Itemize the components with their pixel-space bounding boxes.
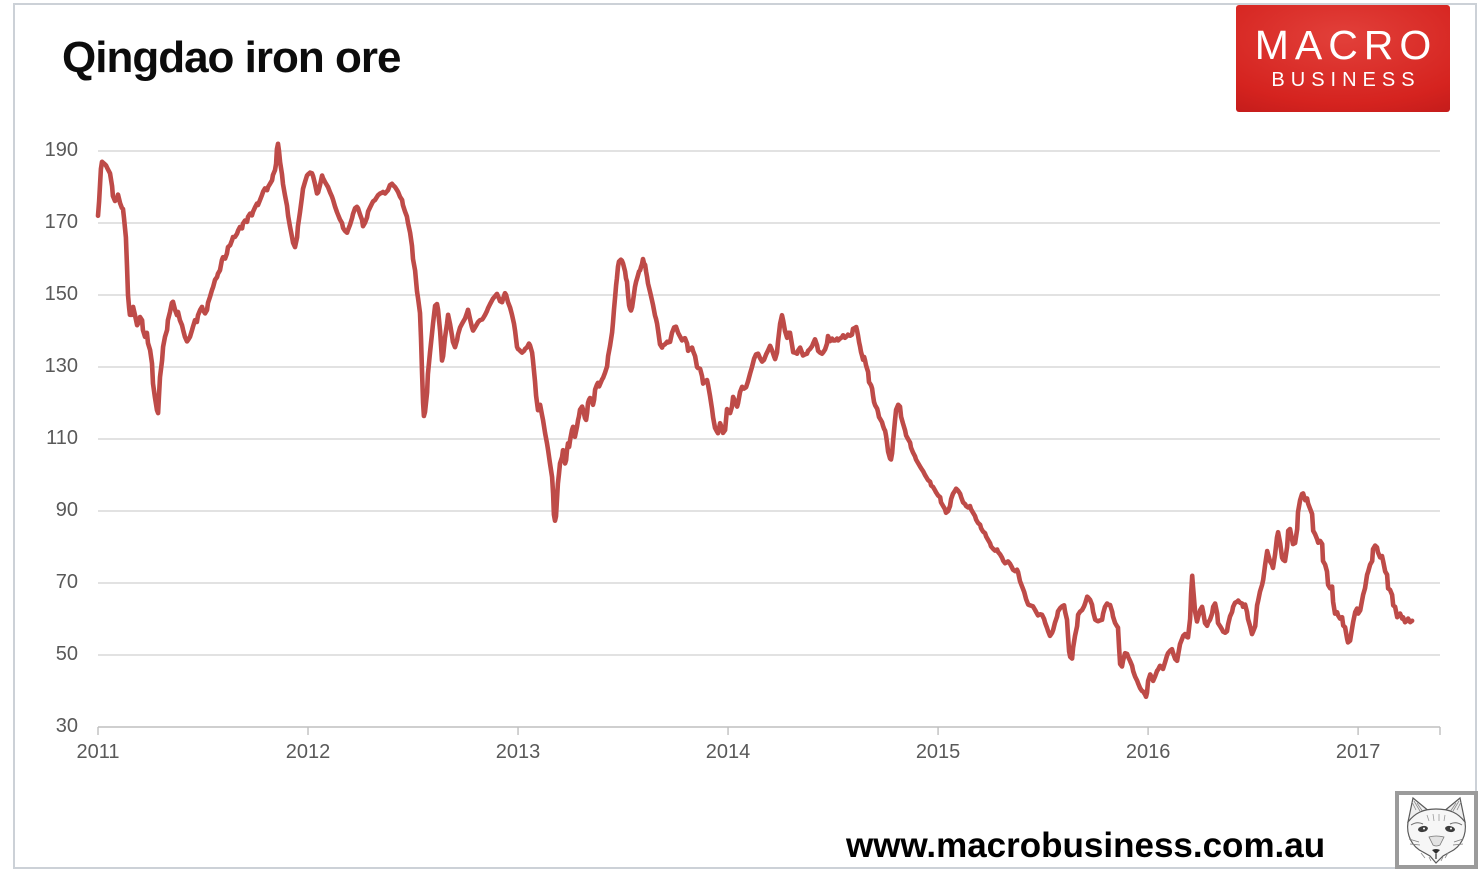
- chart-title: Qingdao iron ore: [62, 33, 401, 82]
- macrobusiness-logo-line1: MACRO: [1254, 22, 1438, 68]
- y-axis-label: 30: [55, 715, 78, 737]
- x-axis-label: 2012: [285, 741, 331, 763]
- y-axis-label: 170: [44, 211, 78, 233]
- y-axis-label: 50: [55, 643, 78, 665]
- macrobusiness-logo-line2: BUSINESS: [1271, 69, 1421, 91]
- fox-icon: [1407, 796, 1466, 864]
- price-line: [95, 141, 1415, 700]
- x-axis-label: 2013: [495, 741, 541, 763]
- macrobusiness-logo: MACRO BUSINESS: [1236, 5, 1450, 112]
- x-axis-label: 2015: [915, 741, 961, 763]
- x-axis-label: 2016: [1125, 741, 1171, 763]
- x-axis-label: 2017: [1335, 741, 1381, 763]
- y-axis-label: 130: [44, 355, 78, 377]
- y-axis-label: 110: [46, 427, 78, 449]
- footer-url: www.macrobusiness.com.au: [846, 826, 1326, 865]
- x-axis-label: 2011: [76, 741, 120, 763]
- y-axis-label: 150: [44, 283, 78, 305]
- fox-logo-box: [1395, 791, 1478, 869]
- y-axis-label: 70: [55, 571, 78, 593]
- y-axis-label: 90: [55, 499, 78, 521]
- y-axis-label: 190: [44, 139, 78, 161]
- x-axis-label: 2014: [705, 741, 751, 763]
